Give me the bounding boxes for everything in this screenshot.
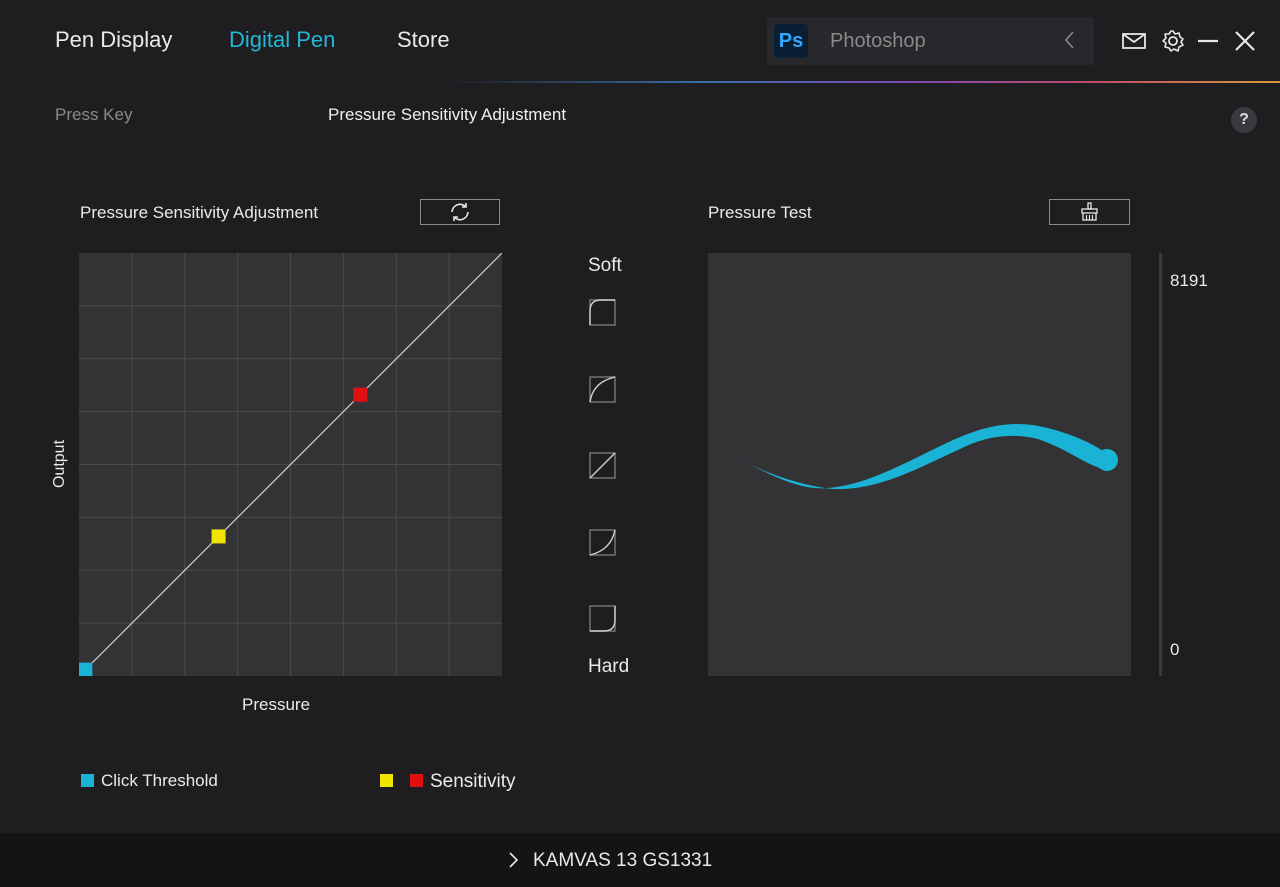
sensitivity-high-swatch: [410, 774, 423, 787]
medium-hard-curve-icon[interactable]: [589, 529, 616, 556]
soft-curve-icon[interactable]: [589, 299, 616, 326]
sensitivity-high-handle[interactable]: [353, 387, 368, 402]
minimize-icon[interactable]: [1195, 28, 1221, 54]
medium-soft-curve-icon[interactable]: [589, 376, 616, 403]
refresh-icon: [451, 203, 469, 221]
header-divider: [0, 81, 1280, 83]
pressure-test-title: Pressure Test: [708, 203, 812, 222]
curve-panel-title: Pressure Sensitivity Adjustment: [80, 203, 319, 222]
device-bar: [0, 833, 1280, 887]
click-threshold-handle[interactable]: [79, 662, 93, 676]
close-icon[interactable]: [1232, 28, 1258, 54]
pressure-test-canvas[interactable]: [708, 253, 1131, 676]
pressure-max-value: 8191: [1170, 271, 1208, 290]
reset-curve-button[interactable]: [420, 199, 500, 225]
sensitivity-low-swatch: [380, 774, 393, 787]
device-name[interactable]: KAMVAS 13 GS1331: [533, 850, 713, 871]
sensitivity-legend: Sensitivity: [430, 771, 516, 792]
chevron-right-icon[interactable]: [506, 849, 520, 877]
subtab-pressure-sensitivity[interactable]: Pressure Sensitivity Adjustment: [328, 105, 567, 124]
pressure-meter: [1159, 253, 1162, 676]
pressure-min-value: 0: [1170, 640, 1180, 659]
photoshop-logo-icon: Ps: [774, 24, 808, 58]
brush-clear-icon: [1081, 202, 1098, 221]
pressure-curve-graph[interactable]: [79, 253, 502, 676]
application-name: Photoshop: [830, 30, 926, 52]
hard-label: Hard: [588, 656, 630, 677]
y-axis-label: Output: [51, 439, 68, 489]
click-threshold-legend: Click Threshold: [101, 771, 218, 790]
subtab-press-key[interactable]: Press Key: [55, 105, 133, 124]
x-axis-label: Pressure: [242, 695, 311, 714]
mail-icon[interactable]: [1121, 28, 1147, 54]
help-icon[interactable]: ?: [1231, 107, 1257, 133]
gear-icon[interactable]: [1160, 28, 1186, 54]
sensitivity-low-handle[interactable]: [211, 529, 226, 544]
clear-test-button[interactable]: [1049, 199, 1130, 225]
pressure-curve-line: [84, 253, 502, 671]
linear-curve-icon[interactable]: [589, 452, 616, 479]
tab-digital-pen[interactable]: Digital Pen: [229, 27, 336, 52]
click-threshold-swatch: [81, 774, 94, 787]
graph-grid: [79, 253, 502, 676]
pen-stroke: [736, 423, 1118, 490]
tab-pen-display[interactable]: Pen Display: [55, 27, 173, 52]
chevron-left-icon[interactable]: [1063, 27, 1077, 59]
application-selector[interactable]: Ps Photoshop: [767, 17, 1094, 65]
tab-store[interactable]: Store: [397, 27, 450, 52]
hard-curve-icon[interactable]: [589, 605, 616, 632]
soft-label: Soft: [588, 255, 622, 276]
